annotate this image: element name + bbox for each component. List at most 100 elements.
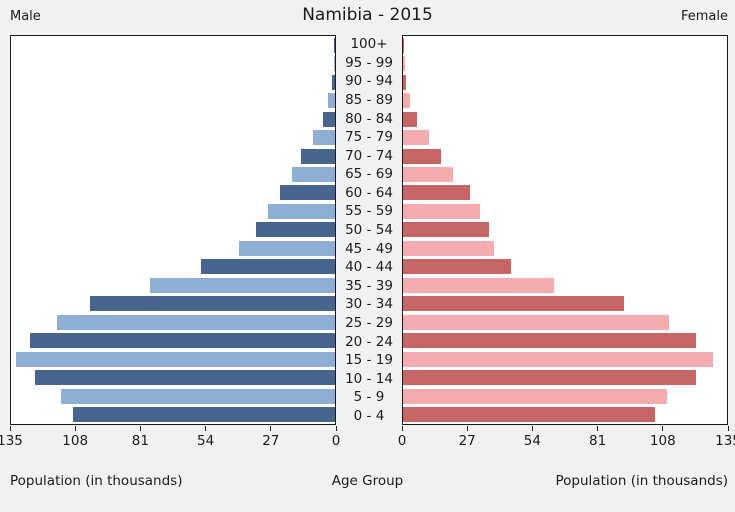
female-tick-label-54: 54: [523, 433, 541, 449]
age-label-60-64: 60 - 64: [345, 184, 393, 201]
female-x-axis: 0 27 54 81 108 135: [398, 426, 735, 452]
male-bar-row-55-59: [11, 202, 335, 220]
male-bar-row-95-99: [11, 54, 335, 72]
male-bar-row-85-89: [11, 91, 335, 109]
female-bar-35-39: [403, 277, 555, 293]
female-bar-10-14: [403, 370, 696, 386]
age-label-70-74: 70 - 74: [345, 147, 393, 164]
male-bar-row-90-94: [11, 73, 335, 91]
female-bar-75-79: [403, 130, 430, 146]
age-label-75-79: 75 - 79: [345, 129, 393, 146]
chart-title: Namibia - 2015: [302, 5, 433, 25]
female-tick-label-135: 135: [715, 433, 735, 449]
age-label-55-59: 55 - 59: [345, 203, 393, 220]
female-bar-100+: [403, 37, 404, 53]
age-label-10-14: 10 - 14: [345, 370, 393, 387]
female-tick-mark-27: [466, 426, 468, 431]
female-bar-25-29: [403, 314, 670, 330]
male-tick-label-27: 27: [262, 433, 280, 449]
male-bar-50-54: [255, 222, 335, 238]
female-bar-row-85-89: [403, 91, 727, 109]
female-bar-5-9: [403, 388, 667, 404]
male-bar-5-9: [61, 388, 335, 404]
male-bar-35-39: [150, 277, 335, 293]
male-tick-mark-81: [139, 426, 141, 431]
male-bar-row-50-54: [11, 221, 335, 239]
male-bar-row-75-79: [11, 128, 335, 146]
female-bar-row-15-19: [403, 350, 727, 368]
female-bar-row-90-94: [403, 73, 727, 91]
female-bar-row-20-24: [403, 332, 727, 350]
male-tick-label-135: 135: [0, 433, 23, 449]
age-label-30-34: 30 - 34: [345, 296, 393, 313]
age-label-5-9: 5 - 9: [353, 389, 385, 406]
male-bar-row-60-64: [11, 184, 335, 202]
female-tick-label-27: 27: [458, 433, 476, 449]
female-bar-row-35-39: [403, 276, 727, 294]
female-bar-row-100+: [403, 36, 727, 54]
female-bar-85-89: [403, 93, 411, 109]
male-bar-row-10-14: [11, 368, 335, 386]
male-tick-label-0: 0: [331, 433, 341, 449]
female-bar-row-50-54: [403, 221, 727, 239]
male-bar-row-35-39: [11, 276, 335, 294]
female-bar-0-4: [403, 407, 655, 423]
female-bar-60-64: [403, 185, 471, 201]
male-tick-mark-108: [74, 426, 76, 431]
male-tick-label-81: 81: [131, 433, 149, 449]
male-bar-row-65-69: [11, 165, 335, 183]
male-tick-label-54: 54: [197, 433, 215, 449]
female-bar-row-60-64: [403, 184, 727, 202]
male-bar-100+: [334, 37, 335, 53]
age-label-95-99: 95 - 99: [345, 54, 393, 71]
male-bar-95-99: [333, 56, 335, 72]
female-bar-90-94: [403, 74, 407, 90]
male-bar-row-5-9: [11, 387, 335, 405]
male-bar-row-45-49: [11, 239, 335, 257]
age-label-80-84: 80 - 84: [345, 110, 393, 127]
female-side-label: Female: [680, 9, 728, 24]
female-bar-row-45-49: [403, 239, 727, 257]
female-bar-45-49: [403, 240, 495, 256]
female-tick-label-81: 81: [589, 433, 607, 449]
female-bar-row-5-9: [403, 387, 727, 405]
male-bar-25-29: [56, 314, 335, 330]
female-bar-row-25-29: [403, 313, 727, 331]
male-bar-row-80-84: [11, 110, 335, 128]
male-bar-80-84: [323, 111, 335, 127]
female-tick-mark-135: [727, 426, 729, 431]
male-bar-0-4: [73, 407, 335, 423]
female-tick-label-0: 0: [397, 433, 407, 449]
age-label-0-4: 0 - 4: [353, 407, 385, 424]
male-x-axis: 0 27 54 81 108 135: [0, 426, 340, 452]
age-label-40-44: 40 - 44: [345, 259, 393, 276]
female-bar-20-24: [403, 333, 696, 349]
male-bar-row-70-74: [11, 147, 335, 165]
female-bar-40-44: [403, 259, 511, 275]
female-tick-mark-0: [401, 426, 403, 431]
female-bar-15-19: [403, 351, 713, 367]
age-label-35-39: 35 - 39: [345, 277, 393, 294]
male-bar-20-24: [30, 333, 335, 349]
male-bar-30-34: [90, 296, 335, 312]
female-tick-label-108: 108: [649, 433, 676, 449]
male-tick-mark-0: [335, 426, 337, 431]
female-bar-30-34: [403, 296, 624, 312]
male-axis-label: Population (in thousands): [10, 473, 183, 489]
age-label-90-94: 90 - 94: [345, 73, 393, 90]
female-bar-65-69: [403, 167, 454, 183]
male-bar-row-20-24: [11, 332, 335, 350]
age-label-100+: 100+: [350, 36, 388, 53]
female-bar-row-10-14: [403, 368, 727, 386]
female-bar-row-30-34: [403, 295, 727, 313]
female-bar-row-95-99: [403, 54, 727, 72]
male-bar-10-14: [35, 370, 335, 386]
female-bar-row-65-69: [403, 165, 727, 183]
male-tick-mark-27: [270, 426, 272, 431]
male-bar-row-30-34: [11, 295, 335, 313]
male-bar-75-79: [313, 130, 335, 146]
age-label-15-19: 15 - 19: [345, 352, 393, 369]
male-bar-row-0-4: [11, 405, 335, 423]
female-bar-row-40-44: [403, 258, 727, 276]
